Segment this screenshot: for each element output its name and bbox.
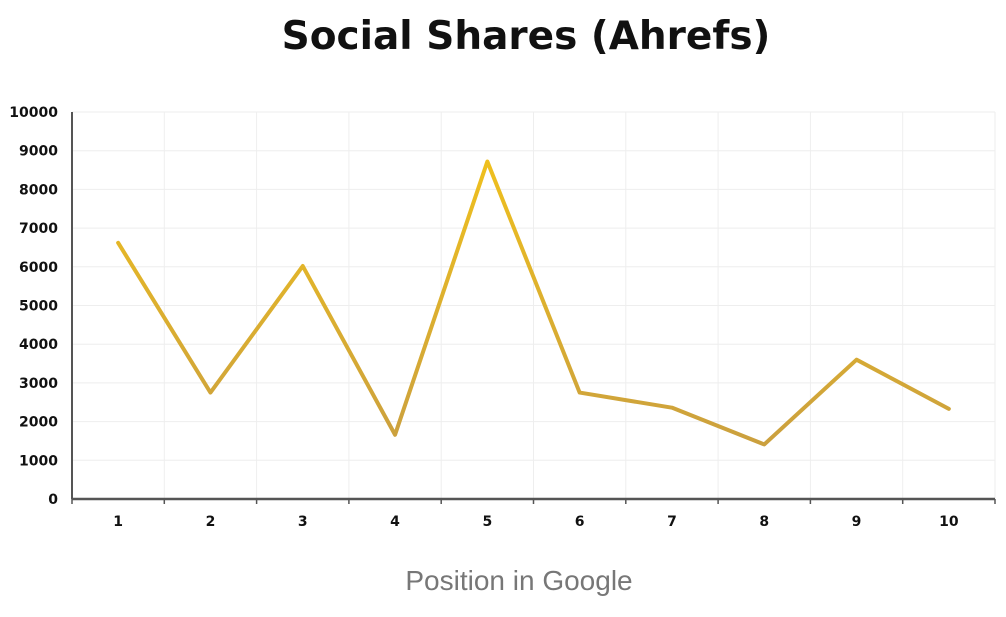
x-tick-label: 9 xyxy=(852,514,862,530)
y-tick-label: 4000 xyxy=(19,337,58,353)
x-tick-label: 10 xyxy=(939,514,959,530)
y-tick-label: 1000 xyxy=(19,453,58,469)
x-tick-label: 7 xyxy=(667,514,677,530)
x-axis-label: Position in Google xyxy=(405,565,633,596)
y-tick-label: 6000 xyxy=(19,260,58,276)
x-tick-label: 3 xyxy=(298,514,308,530)
y-tick-label: 3000 xyxy=(19,376,58,392)
y-tick-label: 8000 xyxy=(19,182,58,198)
y-tick-label: 0 xyxy=(48,492,58,508)
series-line xyxy=(116,159,951,447)
chart-title: Social Shares (Ahrefs) xyxy=(281,14,771,59)
x-tick-label: 4 xyxy=(390,514,400,530)
x-tick-label: 2 xyxy=(206,514,216,530)
y-tick-label: 10000 xyxy=(9,105,58,121)
y-tick-label: 7000 xyxy=(19,221,58,237)
y-tick-label: 2000 xyxy=(19,415,58,431)
x-tick-label: 5 xyxy=(482,514,492,530)
x-tick-label: 1 xyxy=(113,514,123,530)
x-tick-label: 6 xyxy=(575,514,585,530)
x-tick-label: 8 xyxy=(759,514,769,530)
y-tick-label: 9000 xyxy=(19,144,58,160)
y-tick-label: 5000 xyxy=(19,299,58,315)
